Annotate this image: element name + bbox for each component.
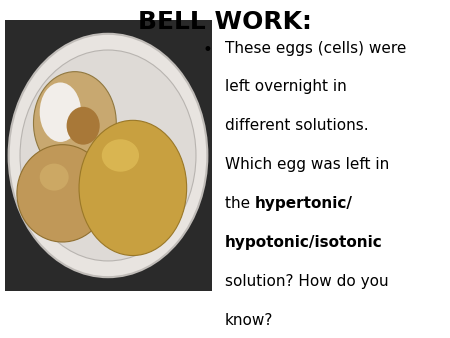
Ellipse shape xyxy=(20,50,196,261)
Bar xyxy=(4,20,211,291)
Ellipse shape xyxy=(40,164,69,191)
Text: These eggs (cells) were: These eggs (cells) were xyxy=(225,41,406,55)
Ellipse shape xyxy=(40,82,81,142)
Text: solution? How do you: solution? How do you xyxy=(225,274,389,289)
Text: hypotonic/isotonic: hypotonic/isotonic xyxy=(225,235,383,250)
Text: hypertonic/: hypertonic/ xyxy=(255,196,353,211)
Text: Which egg was left in: Which egg was left in xyxy=(225,157,389,172)
Ellipse shape xyxy=(9,34,207,277)
Text: know?: know? xyxy=(225,313,274,328)
Text: different solutions.: different solutions. xyxy=(225,118,369,133)
Text: the: the xyxy=(225,196,255,211)
Ellipse shape xyxy=(102,139,139,172)
Ellipse shape xyxy=(17,145,108,242)
Text: BELL WORK:: BELL WORK: xyxy=(138,10,312,34)
Ellipse shape xyxy=(67,107,100,145)
Text: left overnight in: left overnight in xyxy=(225,79,347,94)
Ellipse shape xyxy=(79,120,187,256)
Ellipse shape xyxy=(33,72,116,174)
Text: •: • xyxy=(202,41,212,58)
